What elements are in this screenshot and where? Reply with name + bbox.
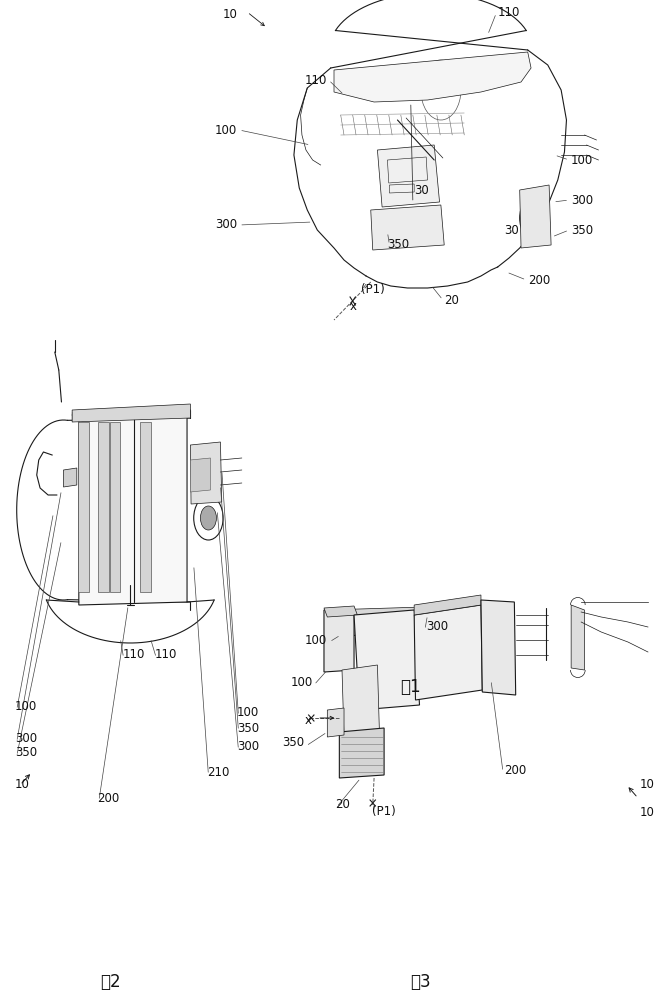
Text: 100: 100 bbox=[215, 123, 237, 136]
Text: 10: 10 bbox=[639, 778, 654, 792]
Text: 350: 350 bbox=[571, 224, 593, 236]
Polygon shape bbox=[571, 605, 584, 670]
Polygon shape bbox=[377, 145, 440, 207]
Polygon shape bbox=[190, 442, 222, 504]
Polygon shape bbox=[190, 458, 210, 492]
Text: 100: 100 bbox=[237, 706, 259, 720]
Text: 350: 350 bbox=[283, 736, 305, 750]
Polygon shape bbox=[354, 610, 420, 710]
Text: 20: 20 bbox=[335, 798, 350, 812]
Text: 350: 350 bbox=[15, 746, 37, 760]
Polygon shape bbox=[334, 52, 531, 102]
Text: 350: 350 bbox=[237, 722, 259, 734]
Text: 20: 20 bbox=[444, 294, 459, 306]
Polygon shape bbox=[98, 422, 109, 592]
Polygon shape bbox=[78, 422, 89, 592]
Polygon shape bbox=[72, 404, 190, 422]
Text: 10: 10 bbox=[15, 778, 29, 792]
Polygon shape bbox=[342, 665, 379, 737]
Text: 200: 200 bbox=[528, 273, 550, 286]
Text: 10: 10 bbox=[639, 806, 654, 820]
Polygon shape bbox=[371, 205, 444, 250]
Text: 110: 110 bbox=[305, 74, 327, 87]
Polygon shape bbox=[327, 708, 344, 737]
Text: 30: 30 bbox=[504, 224, 519, 236]
Text: 300: 300 bbox=[237, 740, 259, 754]
Text: 200: 200 bbox=[504, 764, 526, 776]
Text: 300: 300 bbox=[571, 194, 593, 207]
Text: (P1): (P1) bbox=[372, 806, 396, 818]
Polygon shape bbox=[140, 422, 151, 592]
Polygon shape bbox=[339, 728, 384, 778]
Text: 350: 350 bbox=[387, 238, 409, 251]
Polygon shape bbox=[327, 618, 493, 636]
Text: 100: 100 bbox=[305, 634, 327, 647]
Text: x: x bbox=[349, 300, 356, 314]
Text: 300: 300 bbox=[426, 620, 448, 634]
Polygon shape bbox=[324, 608, 354, 672]
Text: 图3: 图3 bbox=[411, 973, 431, 991]
Polygon shape bbox=[481, 600, 516, 695]
Polygon shape bbox=[414, 605, 482, 700]
Text: 图1: 图1 bbox=[401, 678, 421, 696]
Polygon shape bbox=[63, 468, 77, 487]
Text: 110: 110 bbox=[122, 648, 144, 662]
Text: 210: 210 bbox=[207, 766, 229, 778]
Text: 10: 10 bbox=[222, 8, 237, 21]
Polygon shape bbox=[110, 422, 120, 592]
Text: 110: 110 bbox=[498, 6, 520, 19]
Circle shape bbox=[200, 506, 216, 530]
Text: 100: 100 bbox=[291, 676, 313, 688]
Text: (P1): (P1) bbox=[361, 284, 385, 296]
Text: 200: 200 bbox=[97, 792, 119, 804]
Polygon shape bbox=[79, 416, 187, 605]
Polygon shape bbox=[324, 606, 357, 617]
Text: 110: 110 bbox=[155, 648, 177, 662]
Polygon shape bbox=[414, 595, 481, 615]
Text: 100: 100 bbox=[571, 153, 593, 166]
Text: 300: 300 bbox=[215, 219, 237, 232]
Text: 300: 300 bbox=[15, 732, 37, 746]
Text: 图2: 图2 bbox=[100, 973, 120, 991]
Polygon shape bbox=[327, 605, 488, 622]
Text: 30: 30 bbox=[414, 184, 429, 196]
Text: 100: 100 bbox=[15, 700, 37, 714]
Polygon shape bbox=[520, 185, 551, 248]
Text: x: x bbox=[305, 714, 311, 726]
